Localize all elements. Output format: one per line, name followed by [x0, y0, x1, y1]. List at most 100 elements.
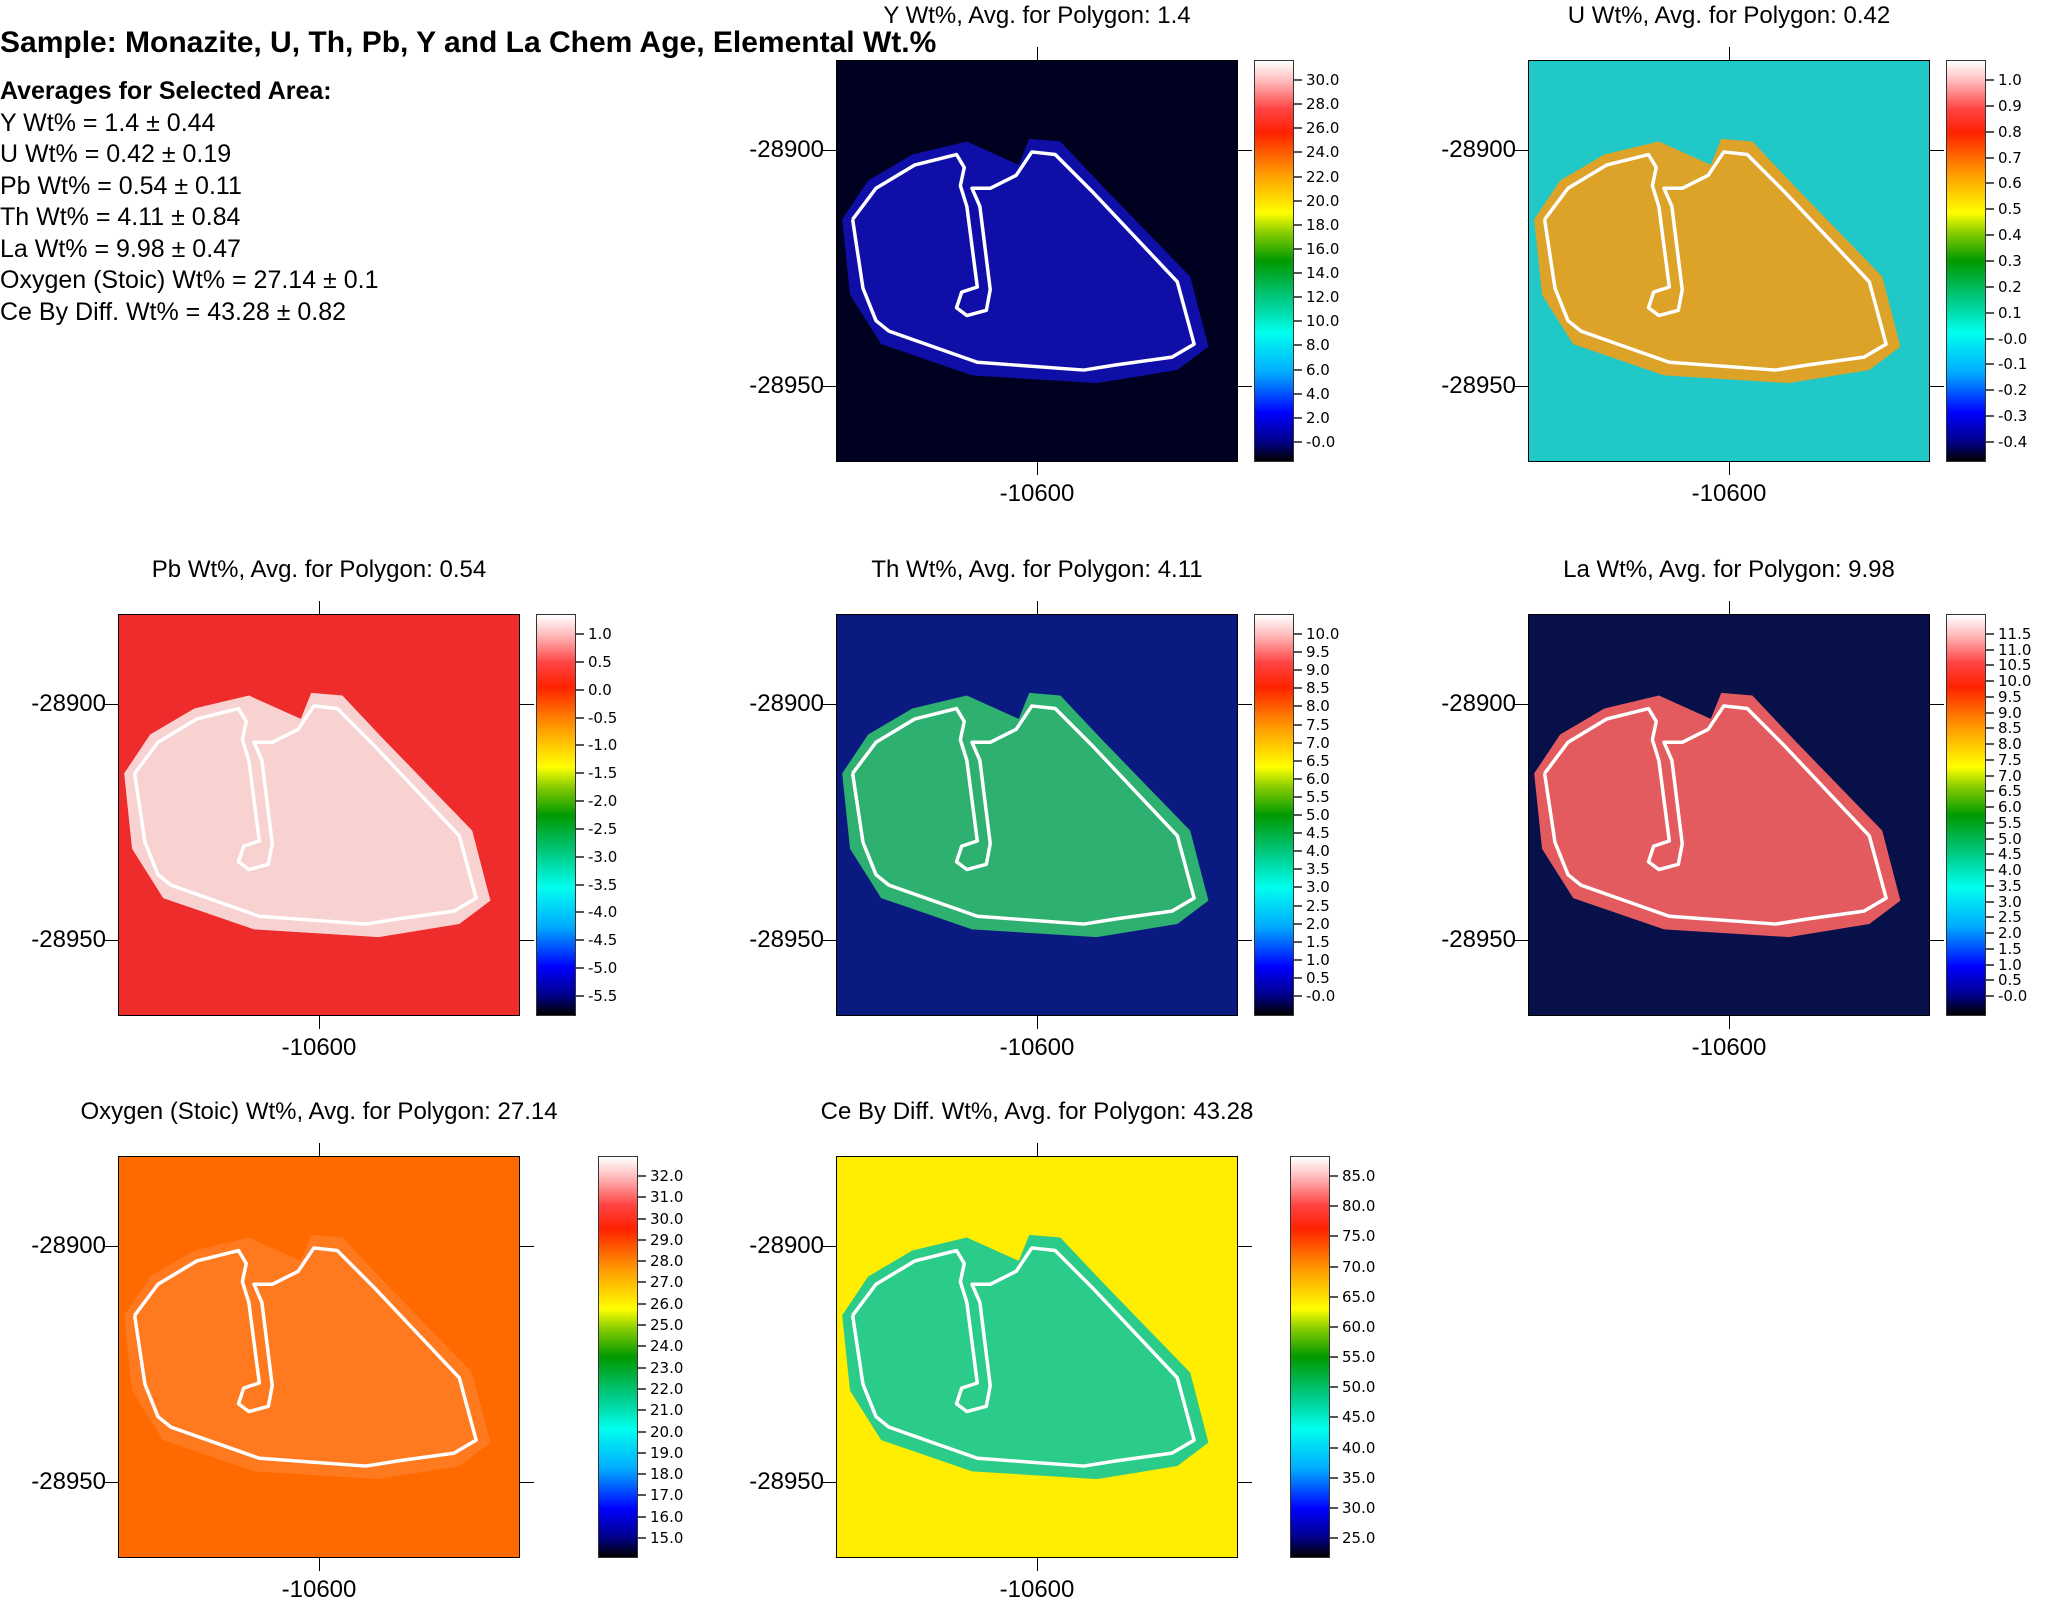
x-tick-label: -10600	[999, 1034, 1075, 1061]
grain-region	[842, 1234, 1209, 1480]
panel-title: Oxygen (Stoic) Wt%, Avg. for Polygon: 27…	[80, 1098, 558, 1125]
colorbar-tick-mark	[1294, 976, 1302, 979]
colorbar-tick-mark	[1294, 199, 1302, 202]
colorbar-tick-mark	[1294, 175, 1302, 178]
colorbar-tick-mark	[638, 1238, 646, 1241]
colorbar-tick-label: 8.0	[1306, 336, 1330, 355]
y-tick-mark	[1514, 704, 1528, 705]
colorbar-tick-mark	[638, 1302, 646, 1305]
panel-title: Ce By Diff. Wt%, Avg. for Polygon: 43.28	[820, 1098, 1254, 1125]
y-tick-label: -28900	[31, 1232, 106, 1259]
colorbar-tick-label: 19.0	[650, 1443, 684, 1462]
colorbar-tick-label: -0.0	[1306, 987, 1336, 1005]
y-tick-mark	[822, 386, 836, 387]
colorbar-tick-mark	[576, 827, 584, 830]
x-tick-label: -10600	[281, 1034, 357, 1061]
colorbar-tick-mark	[1294, 441, 1302, 443]
colorbar-tick-mark	[1986, 104, 1994, 107]
colorbar-tick-label: -1.5	[588, 764, 618, 783]
colorbar-tick-mark	[1330, 1386, 1338, 1389]
colorbar-tick-mark	[1330, 1325, 1338, 1328]
colorbar-tick-mark	[576, 967, 584, 970]
y-tick-mark	[1514, 940, 1528, 941]
colorbar-tick-label: 0.0	[588, 680, 612, 699]
y-tick-mark	[822, 150, 836, 151]
colorbar-tick-mark	[1294, 127, 1302, 130]
colorbar-tick-label: -0.4	[1998, 433, 2028, 451]
colorbar-tick-label: 25.0	[1342, 1529, 1376, 1547]
colorbar-tick-mark	[1294, 296, 1302, 299]
colorbar-tick-label: 10.5	[1998, 656, 2032, 675]
colorbar-tick-mark	[1294, 868, 1302, 871]
colorbar-tick-label: 45.0	[1342, 1408, 1376, 1427]
colorbar-tick-mark	[1986, 79, 1994, 81]
colorbar-tick-mark	[1986, 234, 1994, 237]
colorbar-tick-label: 5.5	[1998, 813, 2022, 832]
colorbar-tick-label: 6.5	[1998, 782, 2022, 801]
colorbar-tick-label: -0.0	[1306, 433, 1336, 451]
average-th: Th Wt% = 4.11 ± 0.84	[0, 203, 241, 231]
colorbar-tick-label: 0.5	[1998, 971, 2022, 990]
y-tick-mark	[1238, 704, 1252, 705]
x-tick-mark	[1037, 601, 1038, 614]
colorbar-tick-label: 50.0	[1342, 1378, 1376, 1397]
colorbar-tick-label: 3.5	[1998, 876, 2022, 895]
colorbar-tick-mark	[1294, 651, 1302, 654]
y-tick-label: -28900	[749, 136, 824, 163]
colorbar-tick-label: 6.0	[1306, 360, 1330, 379]
colorbar-tick-mark	[638, 1451, 646, 1454]
colorbar-tick-mark	[1294, 904, 1302, 907]
colorbar-tick-label: 2.0	[1306, 408, 1330, 427]
y-tick-label: -28950	[1441, 926, 1516, 953]
colorbar-tick-mark	[1294, 814, 1302, 816]
grain-region	[842, 138, 1209, 384]
colorbar-tick-label: 4.0	[1306, 384, 1330, 403]
y-tick-label: -28900	[749, 1232, 824, 1259]
y-tick-mark	[520, 704, 534, 705]
colorbar-tick-mark	[1986, 916, 1994, 919]
y-tick-label: -28900	[31, 690, 106, 717]
colorbar-tick-label: -1.0	[588, 736, 618, 755]
colorbar-tick-label: 2.0	[1998, 924, 2022, 943]
average-oxygen: Oxygen (Stoic) Wt% = 27.14 ± 0.1	[0, 266, 379, 294]
colorbar-tick-mark	[1986, 869, 1994, 872]
colorbar-tick-mark	[1294, 940, 1302, 943]
colorbar-tick-label: -2.0	[588, 792, 618, 811]
panel-title: Pb Wt%, Avg. for Polygon: 0.54	[151, 556, 487, 583]
map-panel-pb: Pb Wt%, Avg. for Polygon: 0.54 -28900 -28…	[31, 556, 617, 1061]
colorbar-tick-label: 26.0	[1306, 119, 1340, 138]
colorbar-tick-mark	[1986, 743, 1994, 746]
selection-polygon	[850, 704, 1196, 926]
colorbar-tick-label: 10.0	[1998, 672, 2032, 691]
panel-title: Th Wt%, Avg. for Polygon: 4.11	[871, 556, 1203, 583]
x-tick-mark	[1729, 47, 1730, 60]
colorbar-tick-mark	[1294, 795, 1302, 798]
colorbar-tick-mark	[1294, 344, 1302, 347]
colorbar-tick-label: 3.0	[1306, 878, 1330, 897]
colorbar-tick-label: 0.5	[1998, 200, 2022, 219]
colorbar-tick-mark	[1294, 741, 1302, 744]
colorbar-tick-label: 2.5	[1998, 908, 2022, 927]
colorbar-tick-label: -0.3	[1998, 407, 2028, 426]
colorbar-tick-label: 15.0	[650, 1529, 684, 1547]
colorbar-tick-label: 10.0	[1306, 312, 1340, 331]
averages-heading: Averages for Selected Area:	[0, 77, 332, 105]
y-tick-mark	[1238, 940, 1252, 941]
colorbar-tick-mark	[1986, 963, 1994, 966]
colorbar-tick-mark	[576, 772, 584, 775]
x-tick-label: -10600	[1691, 480, 1767, 507]
colorbar-tick-mark	[576, 660, 584, 663]
colorbar-tick-mark	[1294, 669, 1302, 672]
colorbar-tick-mark	[576, 688, 584, 691]
colorbar-tick-mark	[1986, 711, 1994, 714]
y-tick-label: -28900	[1441, 690, 1516, 717]
colorbar-tick-label: 8.0	[1998, 735, 2022, 754]
colorbar-tick-mark	[1986, 130, 1994, 133]
x-tick-label: -10600	[281, 1576, 357, 1603]
colorbar-tick-mark	[576, 911, 584, 914]
x-tick-mark	[319, 1558, 320, 1571]
colorbar-tick-mark	[1986, 695, 1994, 698]
colorbar-tick-mark	[638, 1537, 646, 1539]
grain-region	[124, 1234, 491, 1480]
colorbar-tick-label: 1.5	[1998, 939, 2022, 958]
